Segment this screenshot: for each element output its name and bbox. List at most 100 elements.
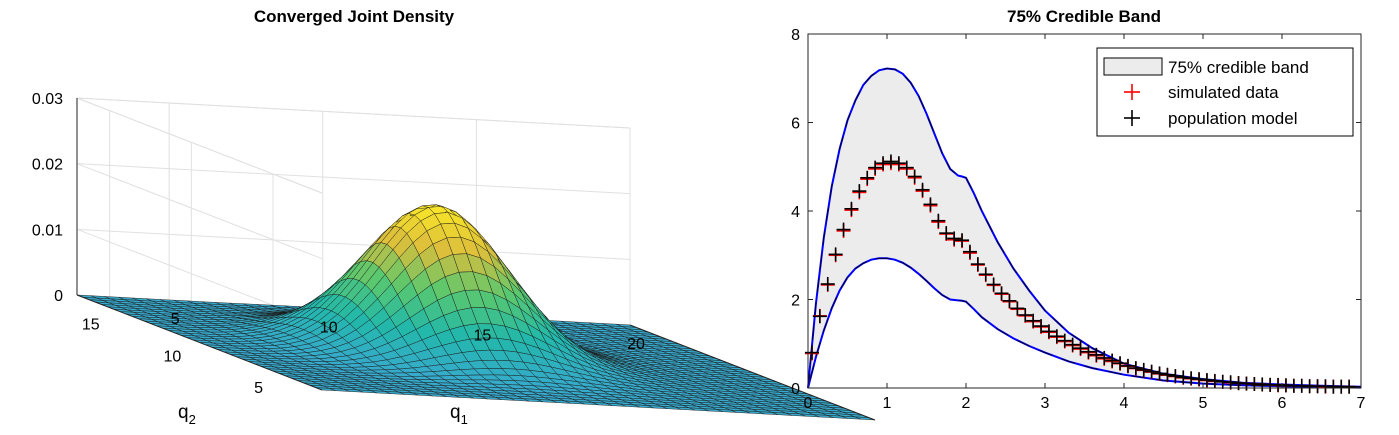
surface-chart-title: Converged Joint Density [254,7,455,26]
population-point [1026,313,1041,328]
population-point [891,156,906,171]
population-point [1136,362,1151,377]
population-point [1010,301,1025,316]
y-tick-label: 0 [791,381,800,398]
population-point [970,257,985,272]
q1-axis-line [629,324,876,421]
population-point [1041,324,1056,339]
x-tick-label: 7 [1357,395,1366,412]
population-point [1160,367,1175,382]
legend-band-swatch [1103,57,1163,76]
band-lower-edge [807,257,1362,389]
legend-entry-simulated: simulated data [1168,83,1279,102]
population-point [1073,341,1088,356]
population-point [804,345,819,360]
population-point [852,184,867,199]
population-point [812,309,827,324]
population-point [1342,379,1357,394]
population-point [1018,307,1033,322]
band-lower-outline [807,257,1362,389]
population-point [1049,329,1064,344]
population-point [915,182,930,197]
legend: 75% credible band simulated data populat… [1096,47,1354,137]
q2-tick-label: 10 [164,348,182,365]
q2-axis-line [76,294,323,391]
population-point [820,277,835,292]
population-point [1144,364,1159,379]
population-point [931,213,946,228]
population-point [1065,337,1080,352]
population-point [1002,293,1017,308]
population-point [1057,333,1072,348]
surface-chart-ylabel: q2 [178,402,196,427]
population-point [994,286,1009,301]
population-point [899,160,914,175]
population-point [986,277,1001,292]
z-tick-label: 0.01 [32,222,63,239]
population-point [1192,372,1207,387]
population-point [1176,370,1191,385]
population-point [1097,350,1112,365]
population-point [1207,373,1222,388]
population-point [962,244,977,259]
x-tick-label: 5 [1199,395,1208,412]
q2-tick-label: 15 [82,317,100,334]
population-point [1184,371,1199,386]
y-tick-label: 4 [791,204,800,221]
population-point [1128,361,1143,376]
q2-tick-label: 5 [254,380,263,397]
x-tick-label: 0 [804,395,813,412]
population-point [1105,353,1120,368]
population-point [1223,375,1238,390]
population-point [978,267,993,282]
population-point [883,154,898,169]
surface-chart: Converged Joint Density 0 0.01 0.02 0.03 5 10… [32,7,876,427]
population-point [1081,344,1096,359]
population-point [836,222,851,237]
z-tick-label: 0.03 [32,91,63,108]
z-tick-label: 0 [54,288,63,305]
legend-entry-population: population model [1168,109,1297,128]
band-chart-title: 75% Credible Band [1007,7,1161,26]
legend-entry-band: 75% credible band [1168,58,1309,77]
credible-band [808,68,1361,388]
population-point [1199,373,1214,388]
y-tick-label: 8 [791,27,800,44]
population-point [939,226,954,241]
z-tick-label: 0.02 [32,157,63,174]
population-point [1113,356,1128,371]
y-tick-label: 2 [791,293,800,310]
x-tick-label: 4 [1120,395,1129,412]
legend-simulated-marker [1124,84,1140,100]
population-point [860,170,875,185]
band-chart-plot: 0 1 2 3 4 5 6 7 0 2 4 6 8 [791,27,1365,412]
population-point [907,169,922,184]
population-point [868,160,883,175]
population-point [1034,319,1049,334]
population-point [828,247,843,262]
q1-tick-label: 10 [320,319,338,336]
q1-tick-label: 15 [473,328,491,345]
population-point [947,231,962,246]
x-tick-label: 6 [1278,395,1287,412]
x-tick-label: 2 [962,395,971,412]
population-point [876,156,891,171]
legend-population-marker [1124,110,1140,126]
surface-mesh [76,204,876,421]
population-point [844,201,859,216]
surface-chart-xlabel: q1 [450,402,468,427]
population-point [1152,366,1167,381]
population-point [955,233,970,248]
population-point [923,197,938,212]
x-tick-label: 1 [883,395,892,412]
q1-tick-label: 20 [627,336,645,353]
q1-tick-label: 5 [171,311,180,328]
band-chart: 75% Credible Band 0 1 2 3 4 5 6 7 0 2 4 6 8 75% cred… [791,7,1365,412]
y-tick-label: 6 [791,116,800,133]
population-point [1120,358,1135,373]
x-tick-label: 3 [1041,395,1050,412]
population-point [1089,347,1104,362]
population-point [1168,369,1183,384]
